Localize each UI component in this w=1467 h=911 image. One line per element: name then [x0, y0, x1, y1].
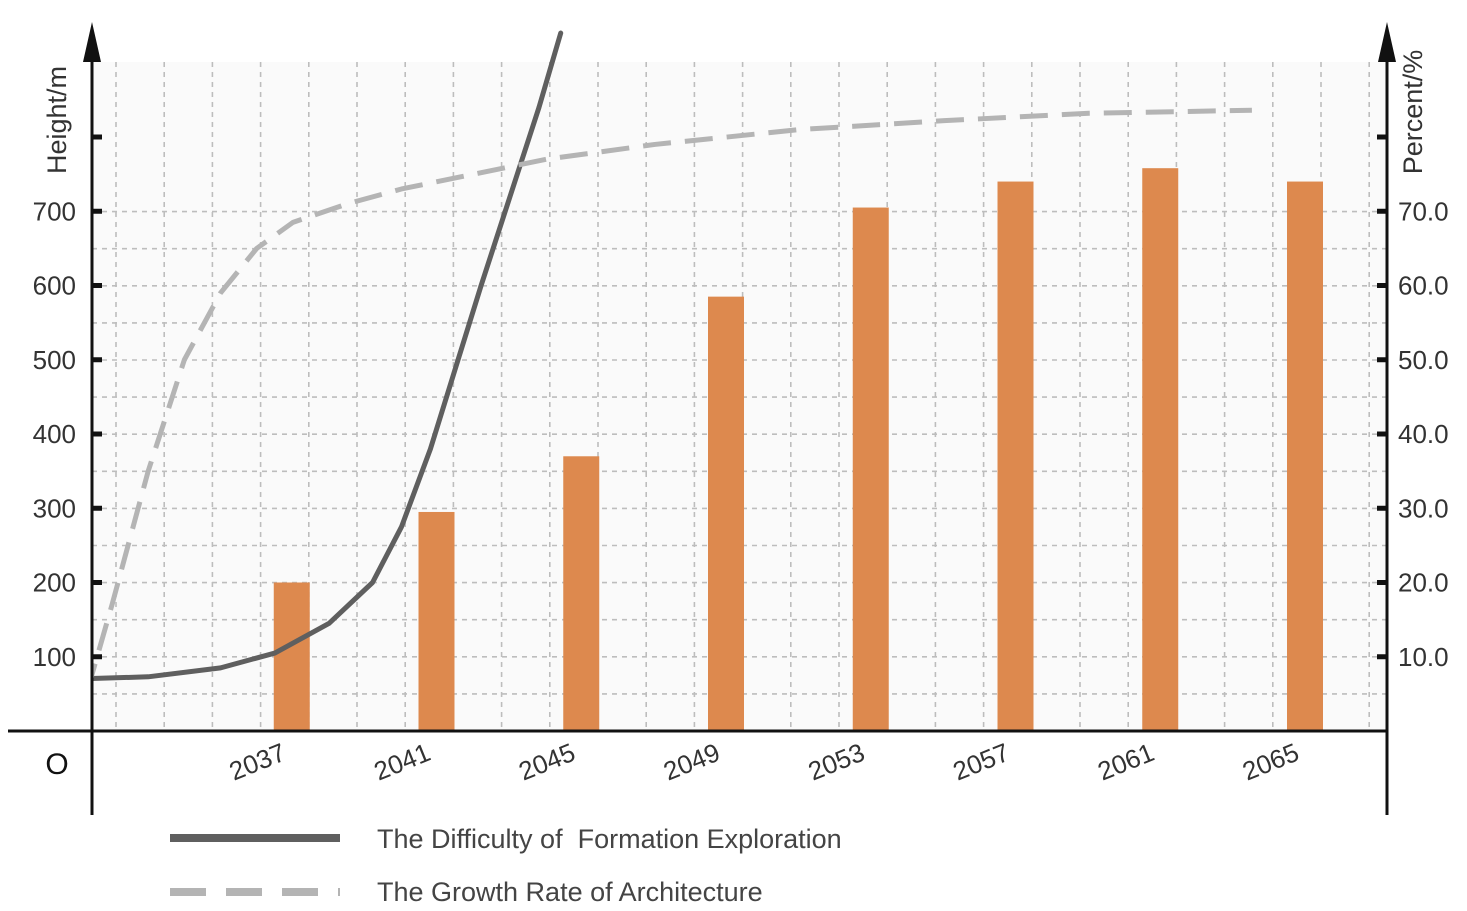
y-right-tick-label: 10.0	[1398, 642, 1449, 672]
y-left-tick-label: 100	[33, 642, 76, 672]
y-left-tick-label: 500	[33, 345, 76, 375]
bar-2041	[418, 511, 455, 731]
bar-2061	[1142, 168, 1179, 731]
y-ticks: 100 200 300 400 500 600 700 10.0 20.0 30.0 40.0 50.…	[33, 134, 1449, 672]
y-left-tick-label: 600	[33, 271, 76, 301]
x-tick-label-2049: 2049	[659, 737, 724, 786]
bars	[273, 168, 1323, 732]
bar-2053	[852, 207, 889, 732]
y-left-tick-label: 200	[33, 568, 76, 598]
x-tick-label-2065: 2065	[1238, 737, 1303, 786]
legend: The Difficulty of Formation Exploration …	[170, 824, 842, 907]
y-axis-left-title: Height/m	[42, 66, 72, 174]
x-tick-label-2037: 2037	[225, 737, 290, 786]
y-right-tick-label: 30.0	[1398, 493, 1449, 523]
y-left-tick-label: 400	[33, 419, 76, 449]
x-tick-label-2057: 2057	[949, 737, 1014, 786]
bar-2057	[997, 181, 1034, 732]
y-left-tick-label: 700	[33, 196, 76, 226]
axes	[8, 22, 1396, 815]
series-line-difficulty	[92, 30, 564, 682]
bar-2037	[273, 582, 310, 731]
x-tick-label-2061: 2061	[1093, 737, 1158, 786]
y-right-tick-label: 20.0	[1398, 568, 1449, 598]
y-left-tick-label: 300	[33, 493, 76, 523]
x-tick-label-2041: 2041	[370, 737, 435, 786]
series-line-growth-rate	[92, 107, 1252, 684]
bar-2065	[1287, 181, 1323, 732]
y-right-tick-label: 70.0	[1398, 196, 1449, 226]
grid	[92, 62, 1387, 731]
y-axis-right-arrow	[1378, 22, 1396, 62]
y-right-tick-label: 40.0	[1398, 419, 1449, 449]
y-right-tick-label: 60.0	[1398, 271, 1449, 301]
x-ticks: 2037 2041 2045 2049 2053 2057 2061 2065	[225, 737, 1303, 786]
y-axis-right-title: Percent/%	[1398, 50, 1428, 175]
y-axis-left-arrow	[83, 22, 101, 62]
origin-label: O	[45, 748, 68, 781]
bar-2045	[563, 456, 600, 731]
x-tick-label-2045: 2045	[514, 737, 579, 786]
x-tick-label-2053: 2053	[804, 737, 869, 786]
legend-label-growth: The Growth Rate of Architecture	[377, 877, 763, 907]
y-right-tick-label: 50.0	[1398, 345, 1449, 375]
legend-label-difficulty: The Difficulty of Formation Exploration	[377, 824, 842, 854]
series-lines	[92, 30, 1252, 684]
bar-2049	[708, 296, 744, 731]
